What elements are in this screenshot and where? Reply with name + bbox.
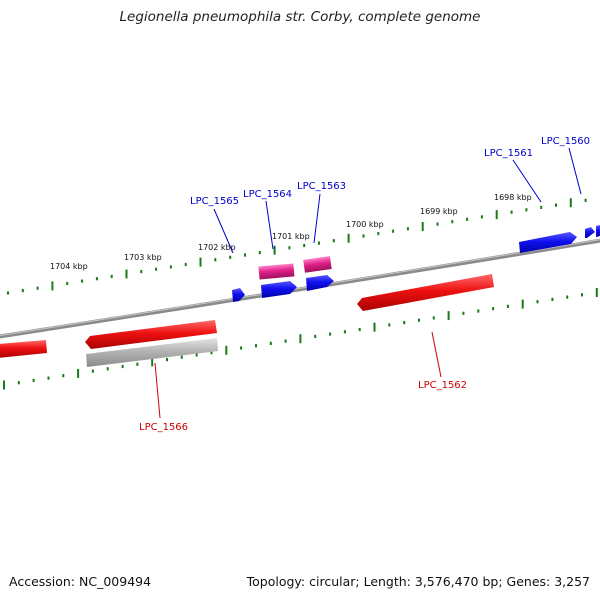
gene-feature-lpc-1562[interactable] [357, 274, 494, 311]
outer-tick-ruler [7, 198, 587, 295]
leader-line-lpc-1562 [431, 331, 442, 378]
gene-feature-lpc-1566[interactable] [85, 320, 217, 349]
gene-feature-partial-left[interactable] [0, 340, 47, 358]
leader-line-lpc-1566 [154, 362, 161, 419]
gene-feature-lpc-1563[interactable] [306, 275, 334, 291]
gene-label-lpc-1561[interactable]: LPC_1561 [484, 148, 533, 159]
gene-feature-lpc-1563-rna[interactable] [303, 256, 332, 273]
tick-label: 1703 kbp [124, 253, 162, 262]
gene-feature-lpc-1561[interactable] [519, 232, 577, 253]
gene-feature-lpc-1560[interactable] [585, 225, 600, 238]
tick-label: 1698 kbp [494, 193, 532, 202]
gene-feature-lpc-1565[interactable] [232, 288, 245, 302]
gene-label-lpc-1566[interactable]: LPC_1566 [139, 422, 188, 433]
tick-label: 1700 kbp [346, 220, 384, 229]
leader-line-lpc-1564 [265, 200, 274, 250]
gene-label-lpc-1564[interactable]: LPC_1564 [243, 189, 292, 200]
map-title: Legionella pneumophila str. Corby, compl… [119, 9, 481, 25]
tick-label: 1704 kbp [50, 262, 88, 271]
tick-label: 1701 kbp [272, 232, 310, 241]
tick-label: 1702 kbp [198, 243, 236, 252]
leader-line-lpc-1563 [313, 193, 321, 244]
leader-line-lpc-1561 [512, 159, 542, 203]
gene-feature-lpc-1564[interactable] [261, 281, 297, 298]
gene-label-lpc-1563[interactable]: LPC_1563 [297, 181, 346, 192]
genome-backbone [0, 238, 600, 339]
gene-label-lpc-1562[interactable]: LPC_1562 [418, 380, 467, 391]
genome-summary-text: Topology: circular; Length: 3,576,470 bp… [246, 574, 590, 589]
gene-label-lpc-1565[interactable]: LPC_1565 [190, 196, 239, 207]
leader-line-lpc-1560 [568, 147, 582, 195]
accession-text: Accession: NC_009494 [9, 574, 152, 589]
gene-feature-lpc-1564-rna[interactable] [258, 263, 295, 280]
leader-line-lpc-1565 [213, 208, 234, 254]
tick-label: 1699 kbp [420, 207, 458, 216]
gene-label-lpc-1560[interactable]: LPC_1560 [541, 136, 590, 147]
gene-feature-lpc-1566-pseudo[interactable] [86, 338, 218, 367]
inner-tick-ruler [3, 288, 598, 390]
